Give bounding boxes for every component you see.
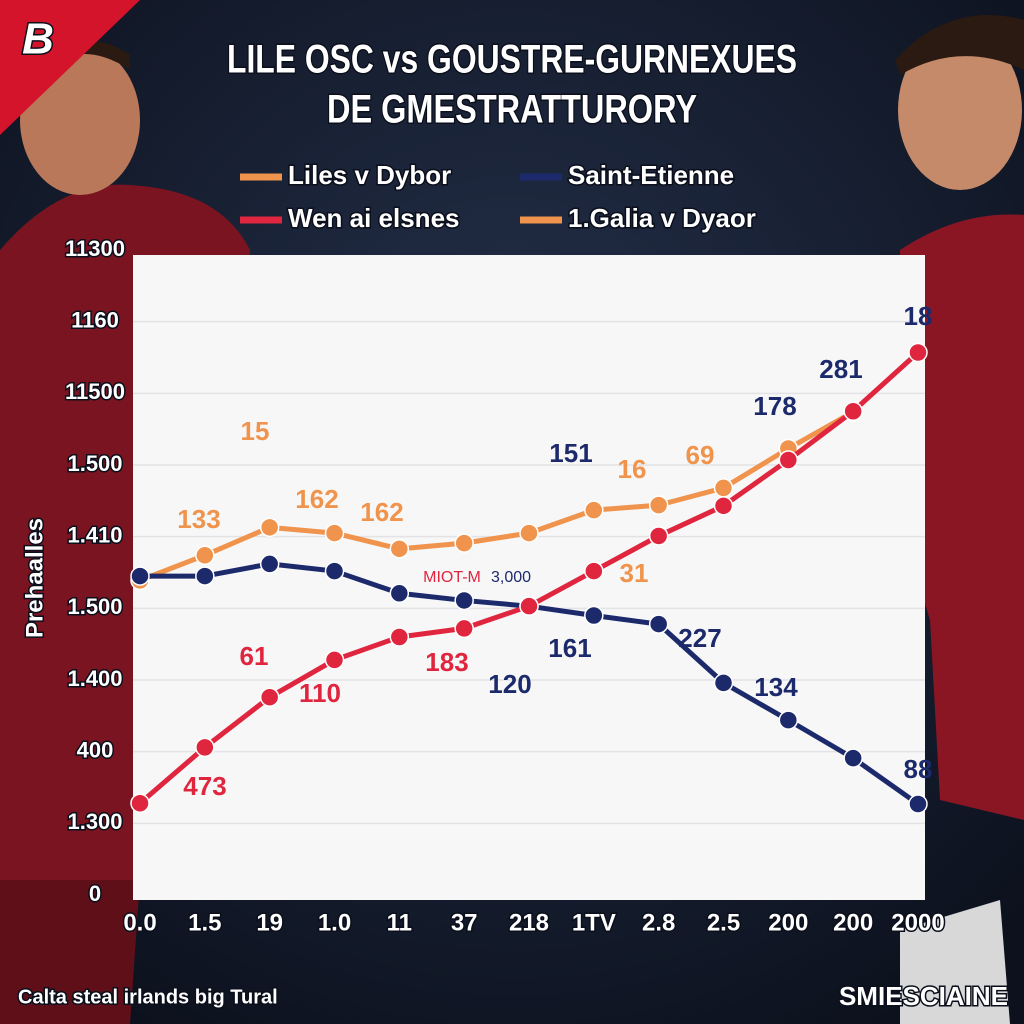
data-point [648, 614, 669, 634]
annotation: 473 [183, 771, 226, 801]
legend-label: 1.Galia v Dyaor [568, 203, 756, 233]
annotation: 178 [753, 391, 796, 421]
x-tick-label: 0.0 [123, 909, 156, 936]
y-tick-label: 1.500 [67, 451, 122, 476]
data-point [519, 523, 539, 543]
annotation: 18 [904, 301, 933, 331]
data-point [195, 737, 215, 758]
y-tick-label: 400 [77, 737, 114, 762]
annotation: 16 [618, 454, 647, 484]
x-tick-label: 2.5 [707, 909, 740, 936]
data-point [324, 523, 345, 543]
y-tick-label: 1.400 [67, 666, 122, 691]
data-point [648, 526, 669, 546]
data-point [389, 627, 410, 647]
annotation: 88 [904, 754, 933, 784]
data-point [713, 496, 734, 516]
annotation: 61 [240, 641, 269, 671]
legend-label: Liles v Dybor [288, 160, 451, 190]
annotation: 281 [819, 354, 862, 384]
x-tick-label: 1TV [572, 909, 616, 936]
chart-subtitle: DE GMESTRATTURORY [327, 88, 697, 132]
annotation: 227 [678, 623, 721, 653]
data-point [843, 748, 863, 768]
annotation: 3,000 [491, 569, 531, 586]
x-tick-label: 1.5 [188, 909, 221, 936]
logo-badge [0, 0, 140, 135]
y-tick-label: 1.500 [67, 594, 122, 619]
data-point [908, 794, 928, 814]
data-point [454, 618, 474, 639]
legend-label: Saint-Etienne [568, 160, 734, 190]
y-axis-label: Prehaalles [21, 518, 48, 638]
annotation: 162 [295, 484, 338, 514]
x-tick-label: 200 [768, 909, 808, 936]
player-right [895, 15, 1024, 1024]
data-point [324, 650, 345, 670]
x-tick-label: 19 [256, 909, 283, 936]
x-tick-label: 2000 [891, 909, 944, 936]
data-point [584, 605, 604, 626]
annotation: 134 [754, 672, 798, 702]
data-point [713, 478, 734, 498]
data-point [259, 517, 280, 538]
x-tick-label: 37 [451, 909, 478, 936]
annotation: 110 [299, 678, 341, 708]
annotation: 15 [241, 416, 270, 446]
data-point [778, 450, 799, 470]
data-point [389, 583, 410, 604]
footer: Calta steal irlands big Tural [18, 986, 278, 1008]
x-tick-label: 218 [509, 909, 549, 936]
data-point [908, 342, 928, 363]
data-point [843, 401, 863, 421]
data-point [259, 554, 280, 574]
data-point [195, 566, 215, 586]
annotation: MIOT-M [423, 569, 481, 586]
data-point [454, 590, 474, 611]
annotation: 69 [686, 440, 715, 470]
y-tick-label: 11300 [65, 236, 125, 261]
data-point [584, 561, 604, 581]
y-tick-label: 1.410 [67, 522, 122, 547]
data-point [778, 710, 799, 730]
annotation: 183 [425, 647, 468, 677]
data-point [259, 687, 280, 707]
data-point [648, 495, 669, 515]
y-tick-label: 0 [89, 881, 101, 906]
annotation: 31 [620, 558, 649, 588]
data-point [519, 596, 539, 616]
x-tick-label: 200 [833, 909, 873, 936]
plot-area [133, 255, 925, 900]
data-point [324, 561, 345, 581]
y-tick-label: 1.300 [67, 809, 122, 834]
annotation: 162 [360, 497, 403, 527]
brand: SMIESCIAINE [839, 981, 1008, 1011]
data-point [389, 539, 410, 559]
data-point [130, 793, 150, 814]
data-point [130, 566, 150, 586]
logo: B [22, 15, 54, 64]
x-tick-label: 2.8 [642, 909, 675, 936]
data-point [713, 673, 734, 693]
chart-title: LILE OSC vs GOUSTRE-GURNEXUES [227, 38, 797, 82]
data-point [584, 500, 604, 520]
annotation: 120 [488, 669, 531, 699]
x-tick-label: 11 [387, 909, 412, 936]
data-point [454, 533, 474, 553]
data-point [195, 545, 215, 566]
x-tick-label: 1.0 [318, 909, 351, 936]
legend-label: Wen ai elsnes [288, 203, 460, 233]
annotation: 151 [549, 438, 592, 468]
annotation: 133 [177, 504, 220, 534]
y-tick-label: 11500 [65, 379, 125, 404]
annotation: 161 [548, 633, 591, 663]
y-tick-label: 1160 [71, 307, 119, 332]
series-line [139, 409, 855, 583]
